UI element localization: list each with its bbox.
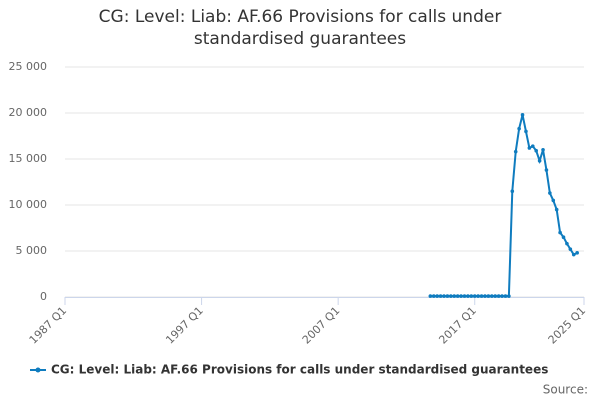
point [469,294,474,298]
point [493,294,498,298]
point [571,252,576,257]
point [496,294,501,298]
point [452,294,457,298]
point [445,294,450,298]
point [524,129,528,134]
legend-label: CG: Level: Liab: AF.66 Provisions for ca… [51,363,548,377]
point [500,294,504,298]
x-tick-label: 1997 Q1 [163,304,206,347]
point [431,294,436,298]
point [510,189,515,193]
point [435,294,439,298]
point [449,294,453,298]
point [548,191,552,195]
point [503,294,508,298]
point [455,294,460,298]
point [513,149,518,154]
point [486,294,491,298]
point [459,294,463,298]
y-tick-label: 15 000 [9,152,48,165]
y-tick-label: 20 000 [9,106,48,119]
point [507,294,511,298]
point [527,146,532,150]
point [462,294,467,298]
source: Source: [543,383,588,397]
point [466,294,470,298]
point [534,148,538,153]
point [541,148,545,152]
point [558,230,562,235]
legend-marker [35,367,41,373]
point [537,159,542,163]
point [520,113,525,117]
point [438,294,443,298]
x-tick-label: 1987 Q1 [27,304,70,347]
point [575,251,579,255]
point [490,294,494,298]
point [483,294,487,298]
y-tick-label: 10 000 [9,198,48,211]
point [479,294,484,298]
chart-title: CG: Level: Liab: AF.66 Provisions for ca… [98,7,502,49]
x-tick-label: 2017 Q1 [436,304,479,347]
point [517,126,521,131]
y-tick-label: 0 [40,290,47,303]
point [554,207,559,212]
point [544,168,549,172]
y-tick-label: 25 000 [9,60,48,73]
point [565,241,569,246]
point [442,294,446,298]
point [476,294,480,298]
point [551,198,556,203]
x-tick-label: 2007 Q1 [300,304,343,347]
point [472,294,477,298]
point [530,144,535,148]
point [568,247,573,251]
y-tick-label: 5 000 [16,244,48,257]
x-tick-label: 2025 Q1 [546,304,589,347]
point [561,235,566,239]
point [428,294,433,298]
